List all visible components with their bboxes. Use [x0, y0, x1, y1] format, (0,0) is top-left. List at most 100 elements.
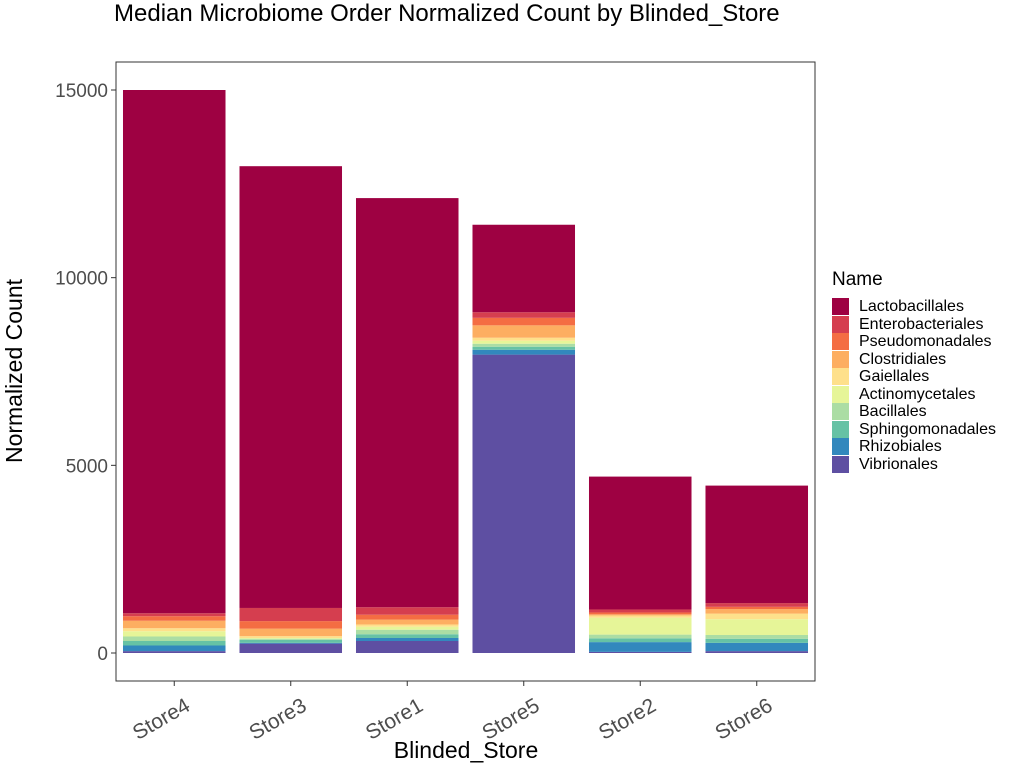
bar-segment-store3-sphingomonadales: [239, 639, 343, 643]
legend-swatch: [832, 368, 849, 386]
bar-segment-store4-sphingomonadales: [122, 640, 226, 646]
legend-item-enterobacteriales: Enterobacteriales: [832, 315, 996, 334]
legend-swatch: [832, 333, 849, 351]
x-tick-label-store3: Store3: [245, 694, 310, 745]
legend-swatch: [832, 298, 849, 316]
chart-title: Median Microbiome Order Normalized Count…: [114, 0, 780, 27]
legend-item-gaiellales: Gaiellales: [832, 368, 996, 386]
bar-segment-store4-rhizobiales: [122, 645, 226, 652]
bar-segment-store3-actinomycetales: [239, 637, 343, 639]
y-tick-label: 5000: [66, 456, 108, 477]
bar-segment-store4-bacillales: [122, 636, 226, 641]
bar-segment-store3-gaiellales: [239, 636, 343, 638]
legend-swatch: [832, 350, 849, 368]
legend-swatch: [832, 438, 849, 456]
bar-segment-store2-pseudomonadales: [588, 612, 692, 615]
legend-title: Name: [832, 269, 883, 290]
legend-label: Pseudomonadales: [859, 333, 992, 351]
x-tick-label-store2: Store2: [595, 694, 660, 745]
legend-swatch: [832, 385, 849, 403]
bar-segment-store6-actinomycetales: [705, 619, 809, 635]
bar-segment-store2-actinomycetales: [588, 617, 692, 635]
bar-segment-store2-clostridiales: [588, 614, 692, 616]
bar-segment-store4-clostridiales: [122, 620, 226, 629]
legend-label: Bacillales: [859, 403, 927, 421]
legend-label: Clostridiales: [859, 350, 947, 368]
bar-segment-store6-bacillales: [705, 634, 809, 639]
x-tick-label-store6: Store6: [711, 694, 776, 745]
bar-segment-store3-enterobacteriales: [239, 607, 343, 622]
legend-label: Gaiellales: [859, 368, 930, 386]
bar-segment-store3-clostridiales: [239, 628, 343, 637]
bar-segment-store2-lactobacillales: [588, 476, 692, 610]
bar-segment-store2-bacillales: [588, 634, 692, 639]
bar-segment-store1-clostridiales: [355, 619, 459, 625]
bar-segment-store5-lactobacillales: [472, 224, 576, 313]
legend-item-rhizobiales: Rhizobiales: [832, 438, 996, 456]
bar-segment-store5-actinomycetales: [472, 340, 576, 344]
bar-segment-store6-lactobacillales: [705, 485, 809, 604]
panel-border: [115, 61, 816, 682]
bar-segment-store5-rhizobiales: [472, 349, 576, 355]
legend-label: Lactobacillales: [859, 298, 964, 316]
bar-segment-store5-enterobacteriales: [472, 312, 576, 318]
bar-segment-store1-enterobacteriales: [355, 607, 459, 615]
bar-segment-store1-lactobacillales: [355, 198, 459, 608]
bar-segment-store6-enterobacteriales: [705, 603, 809, 607]
bar-segment-store1-sphingomonadales: [355, 634, 459, 638]
bars-group: [122, 90, 809, 653]
legend-item-vibrionales: Vibrionales: [832, 455, 996, 474]
bar-segment-store1-gaiellales: [355, 624, 459, 627]
legend-swatch: [832, 420, 849, 438]
y-axis-label: Normalized Count: [1, 278, 27, 463]
bar-segment-store2-sphingomonadales: [588, 638, 692, 643]
y-tick-label: 15000: [55, 81, 108, 102]
bar-segment-store6-vibrionales: [705, 651, 809, 653]
legend-item-clostridiales: Clostridiales: [832, 350, 996, 369]
legend-label: Enterobacteriales: [859, 315, 984, 333]
bar-segment-store4-pseudomonadales: [122, 616, 226, 621]
bar-segment-store5-gaiellales: [472, 337, 576, 341]
legend-items: Lactobacillales Enterobacteriales Pseudomo…: [832, 298, 996, 473]
legend-swatch: [832, 403, 849, 421]
bar-segment-store1-bacillales: [355, 629, 459, 635]
y-axis: 0 5000 10000 15000: [55, 81, 116, 665]
legend-label: Vibrionales: [859, 455, 938, 473]
x-axis: Store4 Store3 Store1 Store5 Store2 Store6: [129, 681, 776, 745]
bar-segment-store3-bacillales: [239, 638, 343, 640]
bar-segment-store1-actinomycetales: [355, 626, 459, 630]
bar-segment-store5-sphingomonadales: [472, 346, 576, 350]
legend-swatch: [832, 315, 849, 333]
legend-label: Rhizobiales: [859, 438, 942, 456]
y-tick-label: 0: [97, 644, 108, 665]
bar-segment-store6-rhizobiales: [705, 642, 809, 652]
bar-segment-store6-sphingomonadales: [705, 638, 809, 643]
legend-item-sphingomonadales: Sphingomonadales: [832, 420, 996, 439]
legend-item-pseudomonadales: Pseudomonadales: [832, 333, 996, 351]
bar-segment-store3-lactobacillales: [239, 166, 343, 608]
bar-segment-store4-vibrionales: [122, 651, 226, 653]
legend-label: Sphingomonadales: [859, 420, 996, 438]
bar-segment-store2-enterobacteriales: [588, 609, 692, 613]
bar-segment-store2-vibrionales: [588, 651, 692, 653]
bar-segment-store2-rhizobiales: [588, 642, 692, 652]
x-tick-label-store4: Store4: [129, 694, 194, 745]
bar-segment-store4-lactobacillales: [122, 90, 226, 614]
legend-item-bacillales: Bacillales: [832, 403, 996, 421]
bar-segment-store3-vibrionales: [239, 643, 343, 653]
legend-swatch: [832, 455, 849, 473]
bar-segment-store6-pseudomonadales: [705, 606, 809, 610]
bar-segment-store1-rhizobiales: [355, 637, 459, 641]
bar-segment-store5-pseudomonadales: [472, 317, 576, 326]
y-tick-label: 10000: [55, 269, 108, 290]
bar-segment-store5-bacillales: [472, 343, 576, 347]
bar-segment-store4-gaiellales: [122, 628, 226, 632]
legend-item-lactobacillales: Lactobacillales: [832, 298, 996, 316]
x-axis-label: Blinded_Store: [394, 737, 539, 763]
bar-segment-store6-clostridiales: [705, 609, 809, 614]
legend-item-actinomycetales: Actinomycetales: [832, 385, 996, 404]
bar-segment-store5-vibrionales: [472, 354, 576, 653]
legend: Name Lactobacillales Enterobacteriales Pse…: [832, 269, 996, 473]
bar-segment-store1-vibrionales: [355, 640, 459, 653]
